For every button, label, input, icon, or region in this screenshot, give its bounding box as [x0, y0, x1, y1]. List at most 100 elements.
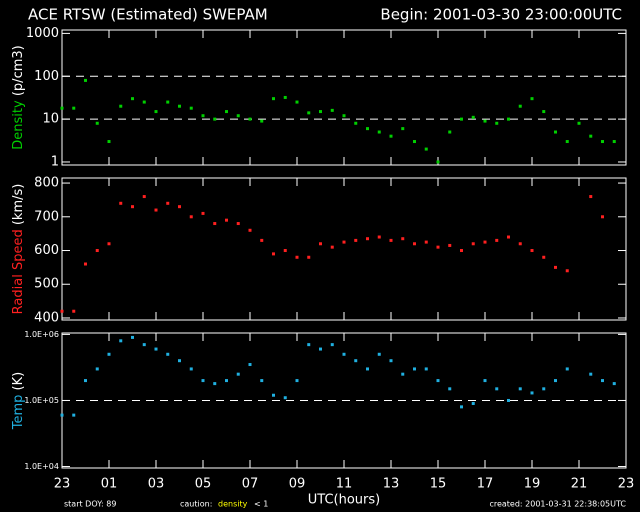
x-tick-label: 13 — [383, 477, 400, 492]
data-point — [401, 127, 405, 131]
created: created: 2001-03-31 22:38:05UTC — [489, 500, 626, 509]
data-point — [319, 110, 322, 114]
data-point — [354, 238, 358, 242]
y-label-unit: (p/cm3) — [11, 45, 26, 96]
data-point — [272, 393, 275, 397]
data-point — [377, 130, 381, 134]
data-point — [601, 140, 604, 144]
data-point — [342, 114, 346, 118]
x-tick-label: 11 — [336, 477, 353, 492]
data-point — [248, 117, 252, 121]
data-point — [60, 413, 64, 417]
y-axis-label: Density (p/cm3) — [11, 45, 26, 149]
data-point — [84, 379, 87, 383]
data-point — [460, 249, 463, 253]
data-point — [377, 352, 381, 356]
data-point — [213, 117, 217, 121]
y-tick-label: 600 — [34, 243, 59, 258]
y-label-unit: (K) — [11, 372, 26, 391]
data-point — [495, 387, 499, 391]
data-point — [366, 367, 369, 371]
y-tick-label: 1000 — [26, 26, 59, 41]
y-tick-label: 1 — [51, 154, 59, 169]
data-point — [471, 401, 475, 405]
x-tick-label: 17 — [477, 477, 494, 492]
data-point — [389, 134, 393, 138]
data-point — [612, 382, 616, 386]
data-point — [178, 205, 181, 209]
data-point — [142, 195, 146, 199]
data-point — [84, 262, 87, 266]
data-point — [236, 222, 240, 226]
data-point — [201, 211, 205, 215]
data-point — [424, 367, 428, 371]
data-point — [107, 242, 111, 246]
y-tick-label: 10 — [42, 112, 59, 127]
data-point — [565, 140, 569, 144]
y-label-name: Radial Speed — [11, 229, 26, 314]
data-point — [518, 387, 522, 391]
data-point — [131, 97, 134, 101]
x-tick-label: 19 — [524, 477, 541, 492]
data-point — [283, 95, 287, 99]
data-point — [295, 100, 299, 104]
data-point — [413, 140, 416, 144]
data-point — [460, 117, 463, 121]
y-tick-label: 1.0E+06 — [24, 330, 59, 339]
data-point — [72, 413, 76, 417]
data-point — [213, 222, 217, 226]
data-point — [248, 363, 252, 367]
x-tick-label: 23 — [618, 477, 635, 492]
data-point — [507, 235, 510, 239]
data-point — [131, 205, 134, 209]
data-point — [377, 235, 381, 239]
data-point — [389, 238, 393, 242]
data-point — [554, 130, 557, 134]
data-point — [142, 100, 146, 104]
x-tick-label: 23 — [54, 477, 71, 492]
data-point — [401, 372, 405, 376]
data-point — [166, 352, 170, 356]
data-point — [354, 359, 358, 363]
data-point — [107, 352, 111, 356]
data-point — [589, 372, 593, 376]
data-point — [507, 117, 510, 121]
data-point — [189, 367, 193, 371]
data-point — [366, 127, 369, 131]
data-point — [272, 252, 275, 256]
data-point — [601, 215, 604, 219]
data-point — [483, 240, 487, 244]
y-tick-label: 700 — [34, 209, 59, 224]
y-label-unit: (km/s) — [11, 184, 26, 226]
data-point — [201, 379, 205, 383]
data-point — [154, 110, 158, 114]
data-point — [436, 160, 440, 164]
y-label-name: Temp — [11, 395, 26, 431]
data-point — [565, 269, 569, 273]
data-point — [166, 201, 170, 205]
data-point — [577, 121, 581, 125]
data-point — [436, 245, 440, 249]
x-tick-label: 05 — [195, 477, 212, 492]
data-point — [236, 372, 240, 376]
data-point — [495, 121, 499, 125]
data-point — [554, 265, 557, 269]
data-point — [283, 249, 287, 253]
begin-time: Begin: 2001-03-30 23:00:00UTC — [380, 6, 622, 24]
data-point — [166, 100, 170, 104]
data-point — [354, 121, 358, 125]
data-point — [189, 215, 193, 219]
caution-word: density — [218, 500, 248, 509]
data-point — [213, 382, 217, 386]
data-point — [530, 97, 534, 101]
panel-frame — [61, 29, 627, 166]
start-doy: start DOY: 89 — [64, 500, 116, 509]
data-point — [119, 201, 123, 205]
data-point — [307, 111, 311, 115]
y-axis-label: Temp (K) — [11, 372, 26, 430]
data-point — [272, 97, 275, 101]
data-point — [542, 255, 546, 259]
data-point — [236, 114, 240, 118]
